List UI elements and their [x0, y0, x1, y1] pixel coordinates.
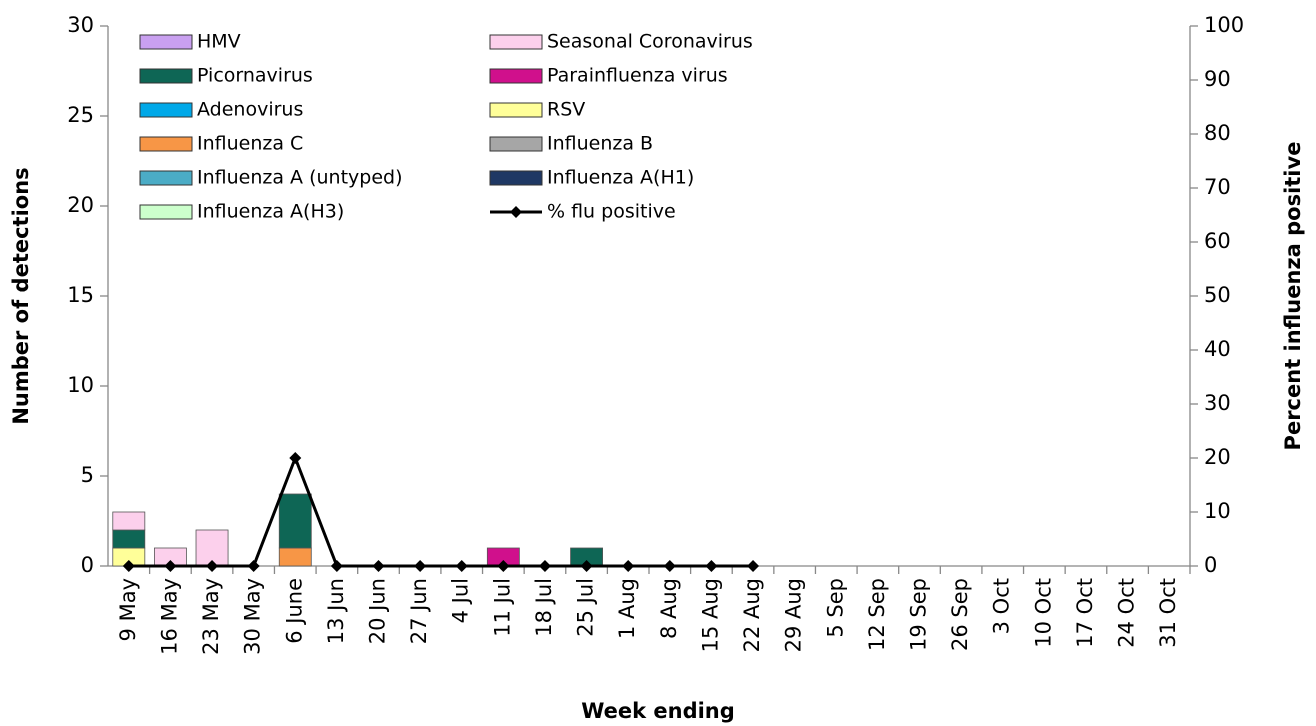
- line-marker: [455, 560, 468, 572]
- line-marker: [538, 560, 551, 572]
- x-tick-label: 16 May: [157, 578, 181, 655]
- line-marker: [289, 452, 302, 464]
- legend-label: Parainfluenza virus: [547, 65, 728, 87]
- legend-swatch: [489, 102, 543, 118]
- line-marker: [372, 560, 385, 572]
- legend-swatch: [510, 206, 522, 218]
- x-tick-label: 20 Jun: [366, 578, 390, 644]
- y2-tick-label: 50: [1204, 283, 1231, 307]
- y-tick-label: 15: [67, 283, 94, 307]
- line-marker: [747, 560, 760, 572]
- x-tick-label: 12 Sep: [865, 578, 889, 651]
- legend-swatch: [139, 170, 193, 186]
- y2-tick-label: 100: [1204, 13, 1244, 37]
- legend-label: % flu positive: [547, 201, 676, 223]
- line-series: [128, 453, 754, 568]
- line-marker: [122, 560, 135, 572]
- x-tick-label: 5 Sep: [823, 578, 847, 638]
- line-marker: [580, 560, 593, 572]
- x-tick-label: 24 Oct: [1115, 578, 1139, 648]
- legend-swatch: [139, 204, 193, 220]
- bar: [278, 547, 312, 567]
- bar: [112, 511, 146, 531]
- legend-swatch: [139, 102, 193, 118]
- x-tick-label: 6 June: [282, 578, 306, 644]
- x-tick-label: 23 May: [199, 578, 223, 655]
- y2-tick-label: 80: [1204, 121, 1231, 145]
- legend-swatch: [139, 136, 193, 152]
- legend-label: Influenza A(H1): [547, 167, 694, 189]
- line-marker: [206, 560, 219, 572]
- legend-swatch: [489, 170, 543, 186]
- legend-label: Seasonal Coronavirus: [547, 31, 753, 53]
- x-tick-label: 8 Aug: [657, 578, 681, 639]
- x-tick-label: 22 Aug: [740, 578, 764, 652]
- y-tick-label: 20: [67, 193, 94, 217]
- x-tick-label: 19 Sep: [907, 578, 931, 651]
- x-tick-label: 25 Jul: [574, 578, 598, 637]
- y2-tick-label: 40: [1204, 337, 1231, 361]
- x-tick-label: 30 May: [241, 578, 265, 655]
- x-tick-label: 11 Jul: [490, 578, 514, 637]
- y-tick-label: 30: [67, 13, 94, 37]
- legend-label: Influenza C: [197, 133, 303, 155]
- x-tick-label: 29 Aug: [782, 578, 806, 652]
- x-tick-label: 13 Jun: [324, 578, 348, 644]
- bar: [278, 493, 312, 549]
- y2-tick-label: 60: [1204, 229, 1231, 253]
- line-marker: [330, 560, 343, 572]
- legend-swatch: [139, 68, 193, 84]
- line-marker: [663, 560, 676, 572]
- legend-swatch: [489, 136, 543, 152]
- x-tick-label: 31 Oct: [1156, 578, 1180, 648]
- legend-label: Influenza B: [547, 133, 653, 155]
- x-tick-label: 15 Aug: [698, 578, 722, 652]
- x-tick-label: 18 Jul: [532, 578, 556, 637]
- legend-label: RSV: [547, 99, 585, 121]
- x-tick-label: 17 Oct: [1073, 578, 1097, 648]
- legend-label: Adenovirus: [197, 99, 303, 121]
- legend-swatch: [139, 34, 193, 50]
- y2-tick-label: 90: [1204, 67, 1231, 91]
- legend-label: Influenza A(H3): [197, 201, 344, 223]
- legend: HMV Seasonal Coronavirus Picornavirus Parai…: [139, 31, 753, 223]
- y2-tick-label: 20: [1204, 445, 1231, 469]
- y2-tick-label: 30: [1204, 391, 1231, 415]
- x-tick-label: 10 Oct: [1031, 578, 1055, 648]
- x-axis-title: Week ending: [581, 699, 735, 723]
- line-marker: [622, 560, 635, 572]
- line-marker: [247, 560, 260, 572]
- x-tick-label: 9 May: [116, 578, 140, 641]
- legend-label: Influenza A (untyped): [197, 167, 403, 189]
- line-marker: [705, 560, 718, 572]
- y2-tick-label: 70: [1204, 175, 1231, 199]
- bar: [112, 529, 146, 549]
- x-tick-label: 3 Oct: [990, 578, 1014, 634]
- x-tick-label: 27 Jun: [407, 578, 431, 644]
- y-tick-label: 5: [81, 463, 94, 487]
- legend-swatch: [489, 68, 543, 84]
- y-axis-title: Number of detections: [9, 167, 33, 424]
- legend-swatch: [489, 34, 543, 50]
- line-marker: [414, 560, 427, 572]
- y-tick-label: 0: [81, 553, 94, 577]
- line-marker: [497, 560, 510, 572]
- y2-tick-label: 10: [1204, 499, 1231, 523]
- x-tick-label: 1 Aug: [615, 578, 639, 639]
- legend-label: Picornavirus: [197, 65, 313, 87]
- x-tick-label: 4 Jul: [449, 578, 473, 623]
- y-tick-label: 10: [67, 373, 94, 397]
- x-tick-label: 26 Sep: [948, 578, 972, 651]
- y2-tick-label: 0: [1204, 553, 1217, 577]
- legend-label: HMV: [197, 31, 241, 53]
- line-marker: [164, 560, 177, 572]
- y-tick-label: 25: [67, 103, 94, 127]
- y2-axis-title: Percent influenza positive: [1281, 142, 1305, 451]
